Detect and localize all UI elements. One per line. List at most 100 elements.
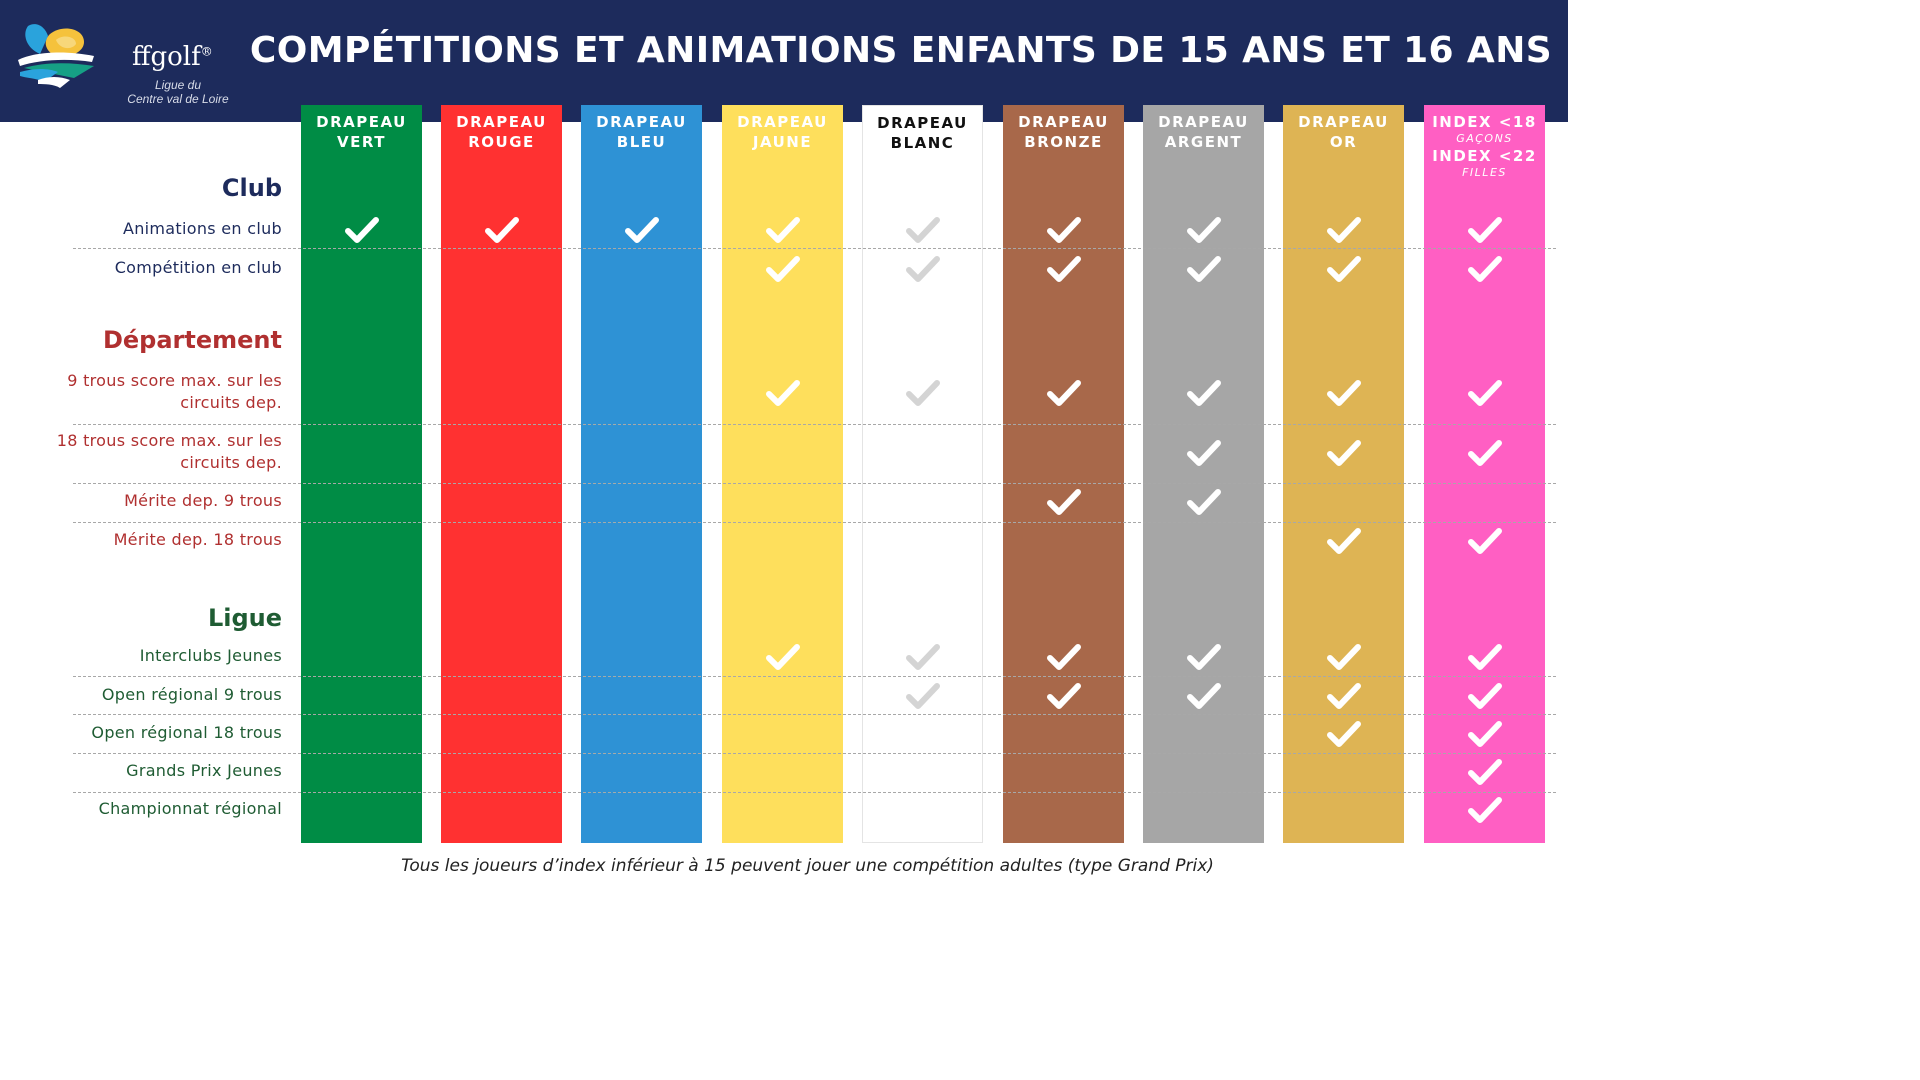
checkmark-icon: [1046, 380, 1081, 406]
section-title: Département: [102, 326, 282, 354]
row-label: Open régional 18 trous: [91, 723, 282, 742]
row-divider: [73, 483, 1556, 484]
checkmark-icon: [905, 683, 940, 709]
checkmark-icon: [624, 217, 659, 243]
flag-column-header: DRAPEAU VERT: [301, 112, 422, 152]
row-divider: [73, 522, 1556, 523]
row-label: Interclubs Jeunes: [139, 646, 282, 665]
flag-header-line: JAUNE: [752, 133, 813, 151]
checkmark-icon: [1186, 644, 1221, 670]
checkmark-icon: [344, 217, 379, 243]
flag-header-line: DRAPEAU: [596, 113, 687, 131]
flag-header-line: DRAPEAU: [737, 113, 828, 131]
logo-wordmark: ffgolf®: [132, 42, 213, 72]
header-banner: ffgolf® Ligue du Centre val de Loire COM…: [0, 0, 1568, 122]
ffgolf-logo: ffgolf® Ligue du Centre val de Loire: [14, 16, 229, 106]
checkmark-icon: [765, 256, 800, 282]
footer-note: Tous les joueurs d’index inférieur à 15 …: [401, 856, 1214, 876]
checkmark-icon: [905, 217, 940, 243]
flag-column-4: DRAPEAU JAUNE: [722, 105, 843, 843]
flag-header-note: FILLES: [1462, 166, 1507, 179]
row-label: Championnat régional: [98, 799, 282, 818]
checkmark-icon: [1186, 380, 1221, 406]
flag-header-line: DRAPEAU: [316, 113, 407, 131]
checkmark-icon: [484, 217, 519, 243]
checkmark-icon: [1467, 256, 1502, 282]
flag-header-line: OR: [1329, 133, 1358, 151]
row-label: Mérite dep. 9 trous: [124, 491, 282, 510]
checkmark-icon: [1467, 380, 1502, 406]
logo-subtitle: Ligue du Centre val de Loire: [127, 78, 229, 106]
row-label: Open régional 9 trous: [101, 685, 282, 704]
checkmark-icon: [905, 256, 940, 282]
row-divider: [73, 676, 1556, 677]
checkmark-icon: [1467, 683, 1502, 709]
row-label: Grands Prix Jeunes: [126, 761, 282, 780]
checkmark-icon: [1467, 759, 1502, 785]
checkmark-icon: [765, 644, 800, 670]
row-divider: [73, 248, 1556, 249]
checkmark-icon: [1186, 683, 1221, 709]
flag-header-line: INDEX <22: [1432, 147, 1537, 165]
checkmark-icon: [1186, 256, 1221, 282]
checkmark-icon: [905, 380, 940, 406]
checkmark-icon: [1326, 380, 1361, 406]
checkmark-icon: [1467, 644, 1502, 670]
flag-column-header: DRAPEAU BLEU: [581, 112, 702, 152]
flag-column-header: INDEX <18 GAÇONS INDEX <22 FILLES: [1424, 112, 1545, 180]
flag-header-line: VERT: [337, 133, 386, 151]
row-divider: [73, 714, 1556, 715]
checkmark-icon: [1467, 797, 1502, 823]
row-label: 9 trous score max. sur les circuits dep.: [67, 371, 282, 412]
flag-column-5: DRAPEAU BLANC: [862, 105, 983, 843]
checkmark-icon: [905, 644, 940, 670]
row-divider: [73, 753, 1556, 754]
row-divider: [73, 792, 1556, 793]
row-label: Animations en club: [122, 219, 282, 238]
flag-column-header: DRAPEAU ROUGE: [441, 112, 562, 152]
checkmark-icon: [1326, 644, 1361, 670]
section-title: Ligue: [207, 604, 282, 632]
flag-column-6: DRAPEAU BRONZE: [1003, 105, 1124, 843]
flag-header-line: BRONZE: [1024, 133, 1103, 151]
flag-column-header: DRAPEAU BLANC: [863, 113, 982, 153]
flag-column-1: DRAPEAU VERT: [301, 105, 422, 843]
flag-header-line: BLEU: [616, 133, 667, 151]
checkmark-icon: [1046, 683, 1081, 709]
checkmark-icon: [1467, 721, 1502, 747]
row-label: 18 trous score max. sur les circuits dep…: [56, 431, 282, 472]
flag-header-line: BLANC: [890, 134, 955, 152]
page-title: COMPÉTITIONS ET ANIMATIONS ENFANTS DE 15…: [249, 30, 1553, 71]
checkmark-icon: [1467, 440, 1502, 466]
checkmark-icon: [765, 380, 800, 406]
row-divider: [73, 424, 1556, 425]
row-label: Compétition en club: [114, 258, 282, 277]
flag-column-header: DRAPEAU JAUNE: [722, 112, 843, 152]
flag-header-line: INDEX <18: [1432, 113, 1537, 131]
checkmark-icon: [765, 217, 800, 243]
checkmark-icon: [1046, 217, 1081, 243]
flag-header-line: DRAPEAU: [1298, 113, 1389, 131]
section-title: Club: [221, 174, 282, 202]
checkmark-icon: [1046, 644, 1081, 670]
flag-column-2: DRAPEAU ROUGE: [441, 105, 562, 843]
flag-column-header: DRAPEAU BRONZE: [1003, 112, 1124, 152]
checkmark-icon: [1326, 721, 1361, 747]
row-label: Mérite dep. 18 trous: [113, 530, 282, 549]
checkmark-icon: [1186, 489, 1221, 515]
ligue-emblem-icon: [18, 24, 94, 88]
flag-column-header: DRAPEAU OR: [1283, 112, 1404, 152]
checkmark-icon: [1326, 528, 1361, 554]
flag-column-7: DRAPEAU ARGENT: [1143, 105, 1264, 843]
checkmark-icon: [1467, 528, 1502, 554]
flag-header-line: DRAPEAU: [456, 113, 547, 131]
flag-column-9: INDEX <18 GAÇONS INDEX <22 FILLES: [1424, 105, 1545, 843]
checkmark-icon: [1326, 217, 1361, 243]
checkmark-icon: [1186, 217, 1221, 243]
flag-column-8: DRAPEAU OR: [1283, 105, 1404, 843]
checkmark-icon: [1326, 440, 1361, 466]
checkmark-icon: [1186, 440, 1221, 466]
flag-column-header: DRAPEAU ARGENT: [1143, 112, 1264, 152]
checkmark-icon: [1326, 683, 1361, 709]
checkmark-icon: [1326, 256, 1361, 282]
